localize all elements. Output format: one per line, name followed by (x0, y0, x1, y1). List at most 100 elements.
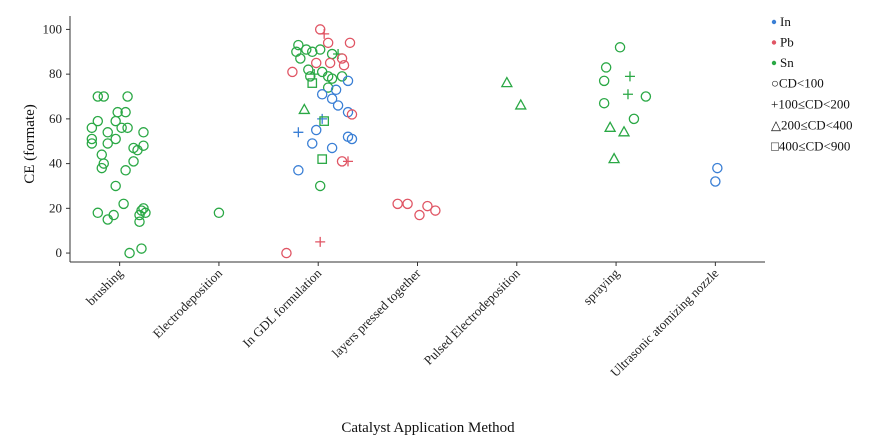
data-point (307, 46, 318, 58)
data-point (86, 122, 98, 134)
y-tick-label: 60 (49, 111, 62, 126)
data-point (326, 73, 338, 84)
data-point (343, 156, 353, 167)
data-point (338, 59, 350, 71)
y-tick-label: 80 (49, 66, 62, 81)
data-point (514, 98, 527, 110)
data-point (710, 176, 721, 187)
data-point (124, 247, 135, 259)
data-point (122, 91, 133, 102)
data-point (134, 209, 145, 221)
data-point (102, 138, 113, 149)
data-point (293, 39, 304, 51)
data-point (332, 100, 344, 111)
data-point (118, 198, 129, 210)
data-point (102, 214, 113, 225)
legend-shape-label: ○CD<100 (771, 76, 824, 91)
y-tick-label: 20 (49, 200, 62, 215)
data-point (307, 78, 318, 88)
data-point (344, 37, 356, 49)
data-point (316, 89, 328, 100)
data-point (622, 89, 633, 100)
data-point (301, 44, 312, 55)
y-axis-title: CE (formate) (22, 104, 38, 184)
data-point (128, 156, 139, 167)
data-point (607, 152, 621, 164)
data-point (287, 66, 298, 78)
data-point (310, 124, 322, 136)
data-point (120, 165, 131, 176)
data-point (640, 91, 652, 102)
data-point (600, 62, 612, 73)
data-point (307, 138, 318, 149)
data-point (319, 116, 330, 126)
x-tick-label: Ultrasonic atomizing nozzle (607, 265, 721, 379)
data-point (342, 75, 354, 87)
data-point (110, 180, 121, 192)
x-axis-title: Catalyst Application Method (341, 420, 515, 436)
data-point (293, 127, 304, 138)
legend-color-swatch (771, 19, 777, 25)
data-point (346, 109, 358, 120)
legend-color-label: In (780, 14, 791, 29)
data-point (422, 200, 433, 212)
x-tick-label: Electrodeposition (150, 265, 226, 341)
data-point (628, 113, 640, 125)
x-axis: brushing Electrodeposition In GDL formulat… (83, 262, 722, 380)
data-point (500, 76, 513, 88)
data-point (317, 113, 328, 124)
data-point (134, 216, 145, 227)
data-point (92, 91, 104, 102)
data-point (102, 127, 113, 138)
data-point (305, 71, 316, 82)
data-point (213, 207, 225, 219)
data-point (598, 75, 610, 87)
legend-color-swatch (771, 40, 777, 45)
legend-shape-label: △200≤CD<400 (771, 118, 853, 133)
data-point (317, 154, 328, 164)
legend-color-label: Sn (780, 55, 794, 70)
data-point (319, 28, 330, 39)
data-point (624, 71, 635, 82)
data-point (96, 149, 108, 160)
data-point (326, 142, 338, 154)
data-point (293, 165, 304, 176)
data-point (598, 97, 610, 109)
data-point (430, 205, 441, 216)
data-point (346, 133, 358, 145)
data-point (295, 53, 306, 64)
data-point (116, 122, 127, 134)
data-point (310, 57, 322, 69)
data-point (712, 162, 723, 174)
data-point (86, 138, 98, 149)
data-point (138, 127, 149, 138)
data-point (324, 57, 336, 69)
data-points (86, 24, 723, 259)
data-point (122, 122, 133, 134)
data-point (281, 247, 292, 259)
data-point (86, 133, 98, 145)
data-point (414, 209, 425, 221)
data-point (402, 198, 413, 210)
x-tick-label: brushing (83, 265, 126, 308)
data-point (314, 44, 326, 55)
y-tick-label: 0 (56, 245, 63, 260)
legend: In Pb Sn ○CD<100 +100≤CD<200 △200≤CD<400 □400≤… (771, 14, 853, 154)
data-point (136, 243, 147, 254)
data-point (110, 115, 121, 127)
data-point (96, 162, 108, 174)
legend-color-label: Pb (780, 35, 794, 50)
data-point (92, 115, 104, 127)
data-point (298, 103, 311, 115)
x-tick-label: Pulsed Electrodeposition (421, 265, 524, 368)
data-point (614, 42, 626, 53)
data-point (132, 144, 143, 156)
data-point (617, 125, 631, 137)
data-point (322, 37, 334, 49)
y-tick-label: 100 (43, 21, 63, 36)
y-axis: 0 20 40 60 80 100 (43, 21, 70, 260)
legend-shape-label: +100≤CD<200 (771, 97, 850, 112)
data-point (322, 82, 334, 93)
data-point (314, 24, 326, 35)
